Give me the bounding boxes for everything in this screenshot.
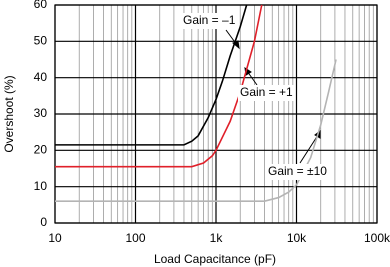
series-label: Gain = ±10 [268, 164, 327, 178]
data-line [55, 4, 248, 146]
data-line [55, 4, 263, 168]
grid [54, 4, 378, 224]
y-tick-label: 60 [34, 0, 48, 11]
x-tick-label: 10 [48, 231, 62, 245]
y-tick-label: 20 [34, 143, 48, 157]
y-axis-label: Overshoot (%) [2, 75, 16, 152]
plot-frame [54, 4, 378, 224]
label-background [266, 164, 330, 180]
label-background [238, 85, 296, 101]
data-line [55, 59, 337, 202]
x-tick-label: 100k [364, 231, 390, 245]
x-tick-label: 1k [210, 231, 224, 245]
x-tick-label: 100 [125, 231, 145, 245]
y-tick-label: 50 [34, 34, 48, 48]
y-tick-label: 0 [40, 215, 47, 229]
y-tick-label: 30 [34, 106, 48, 120]
y-tick-label: 10 [34, 179, 48, 193]
x-tick-label: 10k [287, 231, 307, 245]
label-background [181, 13, 238, 29]
arrow [299, 134, 319, 164]
series-label: Gain = –1 [183, 13, 236, 27]
y-tick-label: 40 [34, 70, 48, 84]
x-axis-label: Load Capacitance (pF) [154, 252, 276, 266]
series-label: Gain = +1 [240, 85, 293, 99]
